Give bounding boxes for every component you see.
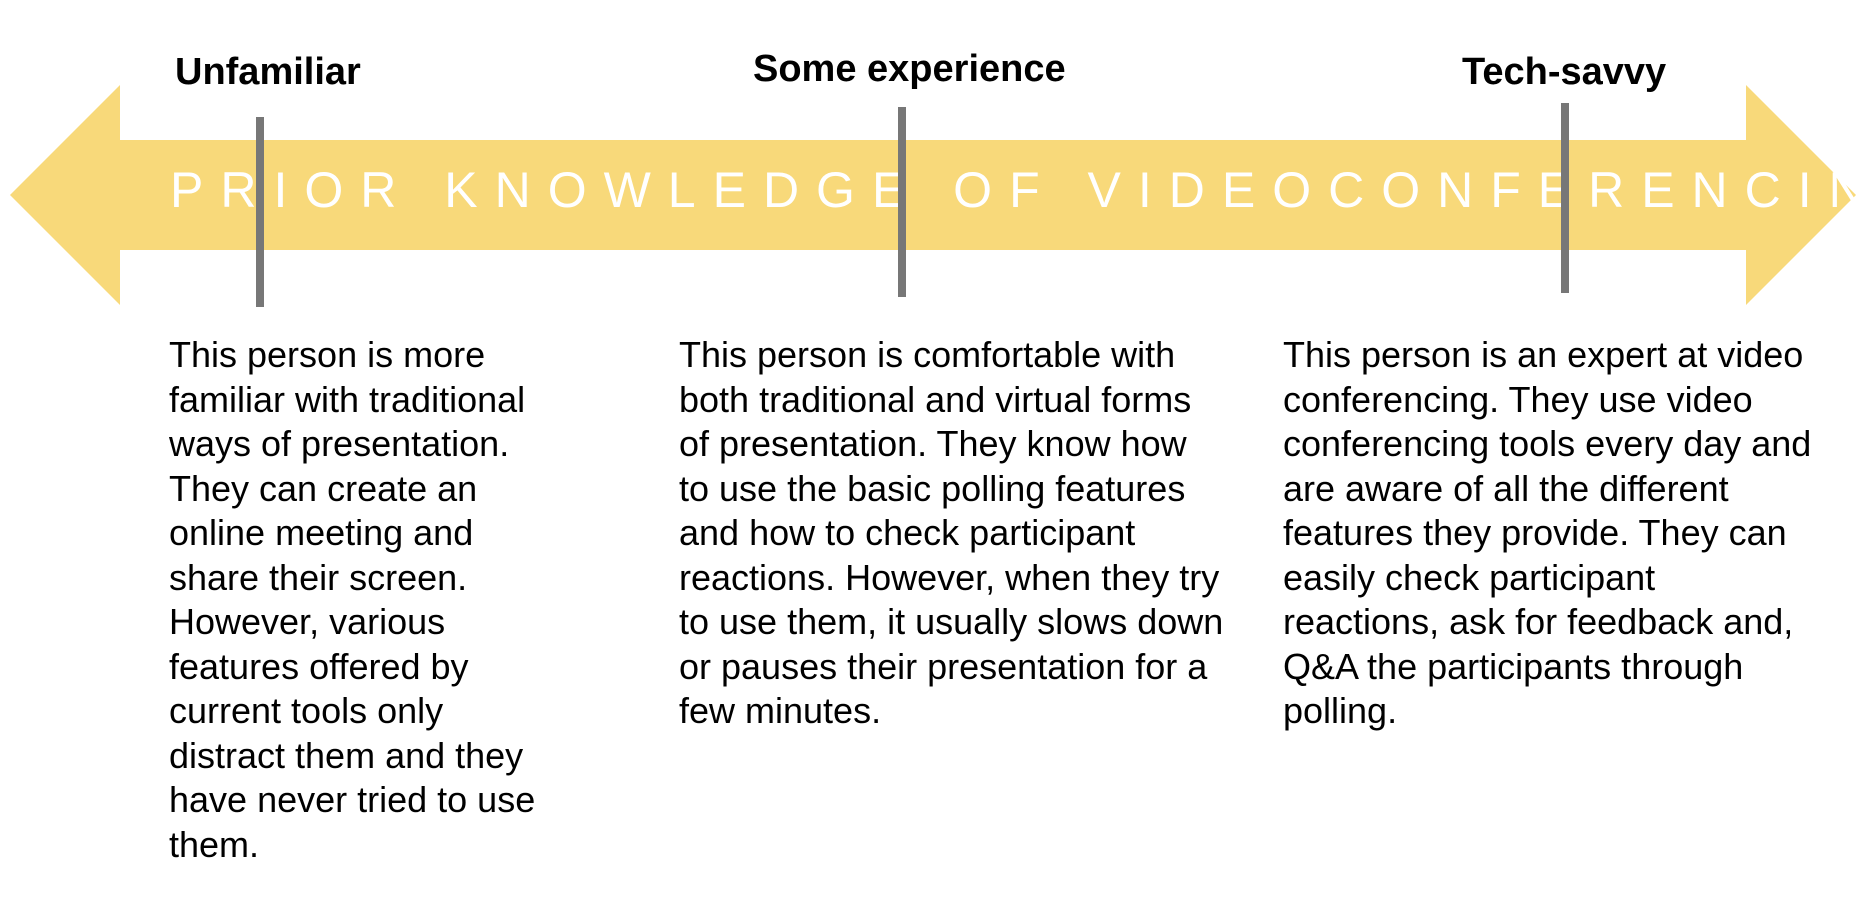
description-tech-savvy: This person is an expert at video confer… [1283,334,1812,731]
description-some-experience: This person is comfortable with both tra… [679,334,1224,731]
axis-title: PRIOR KNOWLEDGE OF VIDEOCONFERENCING [170,162,1866,218]
tick-some-experience [898,107,906,297]
tick-unfamiliar [256,117,264,307]
level-label-unfamiliar: Unfamiliar [175,51,361,93]
tick-tech-savvy [1561,103,1569,293]
description-unfamiliar: This person is more familiar with tradit… [169,334,536,865]
arrow-shape [10,85,1856,305]
level-label-some-experience: Some experience [753,48,1066,90]
level-label-tech-savvy: Tech-savvy [1462,51,1667,93]
